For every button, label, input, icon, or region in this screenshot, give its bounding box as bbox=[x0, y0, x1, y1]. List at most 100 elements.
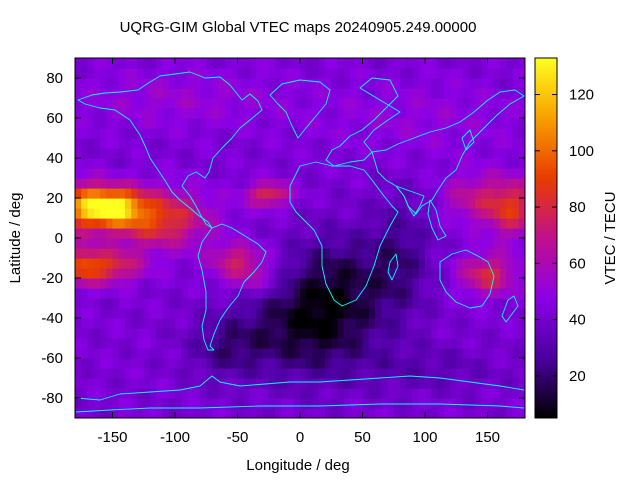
heatmap-cell bbox=[262, 338, 270, 349]
heatmap-cell bbox=[218, 408, 226, 418]
heatmap-cell bbox=[337, 168, 345, 179]
heatmap-cell bbox=[331, 108, 339, 119]
heatmap-cell bbox=[375, 138, 382, 149]
heatmap-cell bbox=[175, 88, 182, 99]
heatmap-cell bbox=[293, 58, 301, 69]
heatmap-cell bbox=[250, 318, 257, 329]
heatmap-cell bbox=[100, 298, 107, 309]
heatmap-cell bbox=[337, 58, 345, 69]
heatmap-cell bbox=[425, 278, 432, 289]
heatmap-cell bbox=[181, 98, 189, 109]
heatmap-cell bbox=[337, 158, 345, 169]
heatmap-cell bbox=[393, 388, 401, 399]
heatmap-cell bbox=[206, 78, 214, 89]
heatmap-cell bbox=[462, 198, 470, 209]
heatmap-cell bbox=[400, 88, 407, 99]
heatmap-cell bbox=[331, 68, 339, 79]
heatmap-cell bbox=[343, 348, 351, 359]
heatmap-cell bbox=[356, 58, 364, 69]
heatmap-cell bbox=[75, 398, 82, 409]
heatmap-cell bbox=[437, 368, 445, 379]
heatmap-cell bbox=[262, 268, 270, 279]
heatmap-cell bbox=[118, 88, 126, 99]
heatmap-cell bbox=[106, 338, 114, 349]
heatmap-cell bbox=[200, 268, 207, 279]
heatmap-cell bbox=[406, 198, 414, 209]
heatmap-cell bbox=[143, 78, 151, 89]
heatmap-cell bbox=[400, 278, 407, 289]
heatmap-cell bbox=[200, 128, 207, 139]
heatmap-cell bbox=[275, 308, 282, 319]
heatmap-cell bbox=[462, 108, 470, 119]
heatmap-cell bbox=[143, 238, 151, 249]
heatmap-cell bbox=[106, 138, 114, 149]
heatmap-cell bbox=[437, 248, 445, 259]
heatmap-cell bbox=[231, 208, 239, 219]
heatmap-cell bbox=[206, 368, 214, 379]
heatmap-cell bbox=[93, 118, 101, 129]
vtec-heatmap bbox=[75, 58, 525, 418]
heatmap-cell bbox=[218, 328, 226, 339]
heatmap-cell bbox=[262, 258, 270, 269]
heatmap-cell bbox=[156, 388, 164, 399]
heatmap-cell bbox=[131, 368, 139, 379]
heatmap-cell bbox=[337, 88, 345, 99]
heatmap-cell bbox=[287, 318, 295, 329]
heatmap-cell bbox=[468, 188, 476, 199]
heatmap-cell bbox=[462, 98, 470, 109]
heatmap-cell bbox=[512, 208, 520, 219]
heatmap-cell bbox=[506, 98, 514, 109]
heatmap-cell bbox=[500, 318, 507, 329]
heatmap-cell bbox=[287, 398, 295, 409]
heatmap-cell bbox=[118, 208, 126, 219]
heatmap-cell bbox=[287, 258, 295, 269]
heatmap-cell bbox=[225, 268, 232, 279]
heatmap-cell bbox=[162, 78, 170, 89]
heatmap-cell bbox=[406, 68, 414, 79]
heatmap-cell bbox=[500, 198, 507, 209]
heatmap-cell bbox=[137, 178, 145, 189]
heatmap-cell bbox=[481, 298, 489, 309]
heatmap-cell bbox=[193, 118, 201, 129]
heatmap-cell bbox=[100, 208, 107, 219]
heatmap-cell bbox=[325, 368, 332, 379]
heatmap-cell bbox=[212, 298, 220, 309]
heatmap-cell bbox=[118, 358, 126, 369]
heatmap-cell bbox=[506, 138, 514, 149]
heatmap-cell bbox=[206, 148, 214, 159]
heatmap-cell bbox=[337, 108, 345, 119]
heatmap-cell bbox=[293, 358, 301, 369]
heatmap-cell bbox=[300, 258, 307, 269]
heatmap-cell bbox=[181, 378, 189, 389]
heatmap-cell bbox=[400, 128, 407, 139]
heatmap-cell bbox=[181, 408, 189, 418]
heatmap-cell bbox=[250, 98, 257, 109]
heatmap-cell bbox=[368, 348, 376, 359]
heatmap-cell bbox=[250, 298, 257, 309]
heatmap-cell bbox=[506, 88, 514, 99]
heatmap-cell bbox=[137, 68, 145, 79]
heatmap-cell bbox=[418, 308, 426, 319]
heatmap-cell bbox=[175, 228, 182, 239]
heatmap-cell bbox=[293, 248, 301, 259]
heatmap-cell bbox=[168, 98, 176, 109]
heatmap-cell bbox=[193, 58, 201, 69]
heatmap-cell bbox=[162, 238, 170, 249]
heatmap-cell bbox=[75, 138, 82, 149]
heatmap-cell bbox=[75, 208, 82, 219]
heatmap-cell bbox=[125, 168, 132, 179]
heatmap-cell bbox=[362, 408, 370, 418]
heatmap-cell bbox=[237, 188, 245, 199]
heatmap-cell bbox=[418, 58, 426, 69]
heatmap-cell bbox=[387, 308, 395, 319]
heatmap-cell bbox=[443, 68, 451, 79]
heatmap-cell bbox=[312, 128, 320, 139]
heatmap-cell bbox=[518, 118, 525, 129]
heatmap-cell bbox=[218, 288, 226, 299]
heatmap-cell bbox=[431, 298, 439, 309]
heatmap-cell bbox=[412, 388, 420, 399]
heatmap-cell bbox=[225, 408, 232, 418]
heatmap-cell bbox=[418, 378, 426, 389]
heatmap-cell bbox=[137, 228, 145, 239]
heatmap-cell bbox=[518, 88, 525, 99]
